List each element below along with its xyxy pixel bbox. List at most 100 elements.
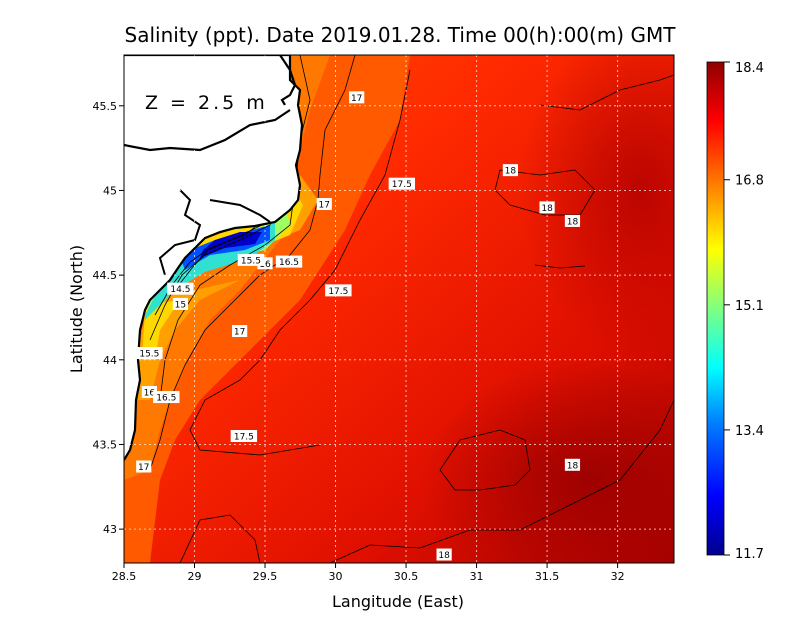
- lake-razim-outline: [158, 189, 202, 276]
- colorbar-gradient: [706, 61, 725, 556]
- contour-label-text: 17.5: [234, 433, 254, 443]
- contour-label-box: [275, 255, 303, 268]
- coastline-north: [279, 55, 297, 106]
- contour-label-text: 17: [351, 94, 362, 104]
- contour-label-text: 17: [138, 463, 149, 473]
- contour-label-text: 18: [505, 167, 517, 177]
- coastline: [124, 55, 304, 461]
- contour-label-box: [325, 284, 352, 297]
- x-tick-label: 28.5: [112, 570, 137, 583]
- colorbar-tick-label: 11.7: [735, 547, 764, 562]
- chart-title: Salinity (ppt). Date 2019.01.28. Time 00…: [125, 23, 677, 47]
- colorbar-tick-label: 18.4: [735, 61, 764, 76]
- contour-label-text: 16: [144, 388, 156, 398]
- contour-label-box: [230, 430, 258, 442]
- x-axis-label: Langitude (East): [332, 592, 464, 611]
- y-tick-label: 43: [103, 523, 117, 536]
- contour-labels: 1717.51718181816.51615.517.514.5151715.5…: [136, 91, 581, 561]
- contour-label-box: [136, 460, 152, 473]
- contour-label-box: [564, 458, 581, 471]
- contour-label: 16.5: [153, 391, 180, 404]
- contour-label: 17: [316, 198, 332, 211]
- contour-label-box: [232, 325, 248, 338]
- contour-label-text: 16: [259, 260, 271, 270]
- contour-label-text: 15: [175, 300, 186, 310]
- contour-label-box: [167, 282, 194, 295]
- x-tick-label: 30.5: [394, 570, 419, 583]
- y-tick-label: 43.5: [93, 438, 118, 451]
- contour-line: [439, 429, 531, 491]
- high-salinity-patch-north: [520, 55, 674, 360]
- colorbar-tick-label: 13.4: [735, 424, 764, 439]
- contour-label: 17: [136, 460, 152, 473]
- contour-label-text: 18: [541, 204, 553, 214]
- contour-label-text: 16.5: [279, 258, 299, 268]
- y-tick-label: 44: [103, 354, 117, 367]
- contour-label-box: [349, 91, 365, 104]
- contour-label: 17: [232, 325, 248, 338]
- contour-label-text: 17: [234, 328, 245, 338]
- contour-label-text: 15.5: [139, 350, 159, 360]
- depth-label: Z = 2.5 m: [145, 92, 268, 114]
- x-tick-label: 31: [470, 570, 484, 583]
- contour-label: 17: [349, 91, 365, 104]
- y-tick-label: 45.5: [93, 100, 118, 113]
- y-axis-label: Latitude (North): [67, 245, 86, 373]
- shoreline-detail: [209, 199, 271, 223]
- contour-line: [329, 399, 674, 563]
- plot-frame: [123, 54, 675, 564]
- contour-line: [539, 74, 674, 111]
- colorbar-tick-label: 15.1: [735, 299, 764, 314]
- grid: [124, 55, 674, 563]
- contour-line: [534, 264, 586, 269]
- land-mask: [124, 55, 302, 460]
- contour-label: 14.5: [167, 282, 194, 295]
- colorbar-ticks: 18.4 16.8 15.1 13.4 11.7: [724, 61, 764, 562]
- x-tick-label: 31.5: [535, 570, 560, 583]
- contour-label-text: 18: [567, 217, 579, 227]
- contour-label-text: 14.5: [170, 285, 190, 295]
- contour-label-text: 17.5: [392, 180, 412, 190]
- y-axis: 43 43.5 44 44.5 45 45.5: [93, 100, 124, 536]
- contour-label: 18: [564, 214, 581, 227]
- contour-label: 16.5: [275, 255, 303, 268]
- contour-label: 15.5: [237, 253, 265, 266]
- contour-line: [149, 199, 283, 341]
- contour-label-box: [153, 391, 180, 404]
- danube-delta-outline: [124, 109, 291, 152]
- contour-line: [174, 224, 263, 291]
- contour-label-text: 15.5: [241, 256, 261, 266]
- contour-label-box: [502, 164, 519, 177]
- x-tick-label: 29.5: [253, 570, 278, 583]
- x-axis: 28.5 29 29.5 30 30.5 31 31.5 32: [112, 563, 625, 583]
- colorbar-tick-label: 16.8: [735, 174, 764, 189]
- contour-label: 17.5: [325, 284, 352, 297]
- contour-label: 18: [564, 458, 581, 471]
- contour-line: [189, 69, 411, 456]
- contour-label: 17.5: [230, 430, 258, 443]
- contour-label-box: [388, 177, 416, 190]
- contour-label-text: 18: [438, 551, 450, 561]
- contour-label: 18: [436, 548, 452, 561]
- contour-label: 18: [539, 201, 555, 214]
- y-tick-label: 45: [103, 184, 117, 197]
- plot-area: 1717.51718181816.51615.517.514.5151715.5…: [124, 55, 674, 563]
- contour-label-text: 16.5: [156, 394, 176, 404]
- contour-label: 17.5: [388, 177, 416, 190]
- x-tick-label: 30: [329, 570, 343, 583]
- contour-label-box: [237, 253, 265, 266]
- contour-label-box: [564, 214, 581, 227]
- x-tick-label: 32: [611, 570, 625, 583]
- contour-label-text: 17.5: [328, 287, 348, 297]
- contour-label-box: [539, 201, 555, 214]
- contour-label-box: [436, 548, 452, 561]
- contour-label: 18: [502, 164, 519, 177]
- contour-label: 15: [172, 297, 189, 310]
- contour-label-text: 18: [567, 461, 579, 471]
- x-tick-label: 29: [188, 570, 202, 583]
- colorbar: 18.4 16.8 15.1 13.4 11.7: [706, 61, 764, 562]
- y-tick-label: 44.5: [93, 269, 118, 282]
- plume-core: [200, 232, 262, 258]
